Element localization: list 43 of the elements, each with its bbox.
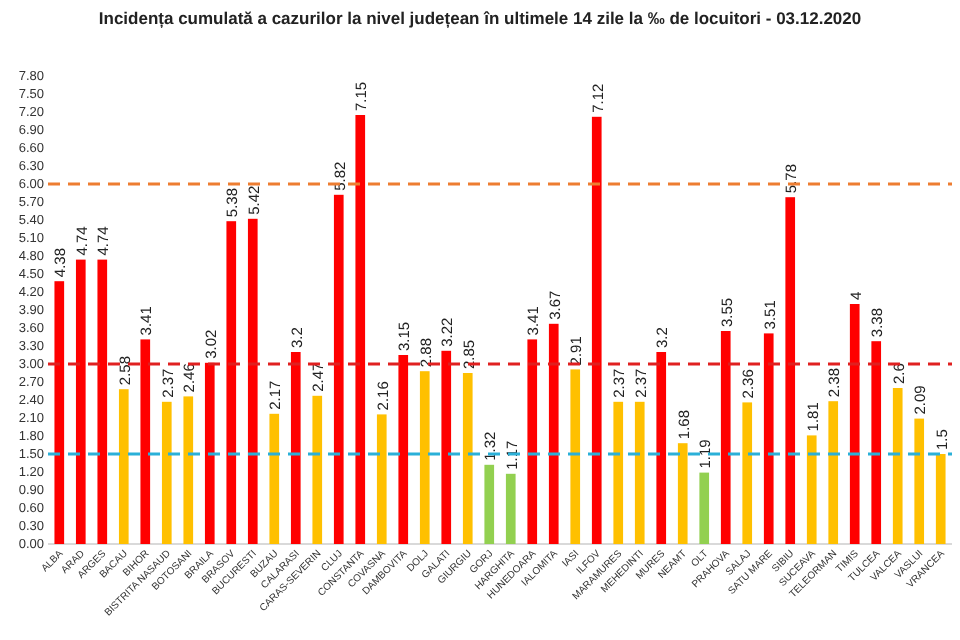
bar [871, 341, 882, 544]
bar [699, 472, 710, 544]
chart-title: Incidența cumulată a cazurilor la nivel județean în ultimele 14 zile la ‰ de locuitori - 03.12.2020 [98, 8, 862, 28]
bar [935, 454, 946, 544]
bar [677, 443, 688, 544]
bar [419, 371, 430, 544]
bar [226, 221, 237, 544]
bar [75, 259, 86, 544]
bar [484, 464, 495, 544]
bar [118, 389, 129, 544]
bar [376, 414, 387, 544]
bar [355, 115, 366, 544]
bar [183, 396, 194, 544]
bar [656, 352, 667, 544]
bar [312, 395, 323, 544]
bar [333, 194, 344, 544]
bar [140, 339, 151, 544]
bar [54, 281, 65, 544]
bar [806, 435, 817, 544]
bar [247, 218, 258, 544]
bar [204, 362, 215, 544]
bar [613, 401, 624, 544]
bar [441, 350, 452, 544]
bar [914, 418, 925, 544]
bar [634, 401, 645, 544]
bar [269, 413, 280, 544]
bar [828, 401, 839, 544]
bar [763, 333, 774, 544]
bar [161, 401, 172, 544]
bar [290, 352, 301, 544]
bar [742, 402, 753, 544]
bar [398, 355, 409, 544]
bar [527, 339, 538, 544]
bar [785, 197, 796, 544]
bar [548, 323, 559, 544]
bar [591, 116, 602, 544]
bar [462, 373, 473, 544]
bar [720, 331, 731, 544]
bar [892, 388, 903, 544]
bar [849, 304, 860, 544]
bar [570, 369, 581, 544]
bar [97, 259, 108, 544]
bar [505, 473, 516, 544]
